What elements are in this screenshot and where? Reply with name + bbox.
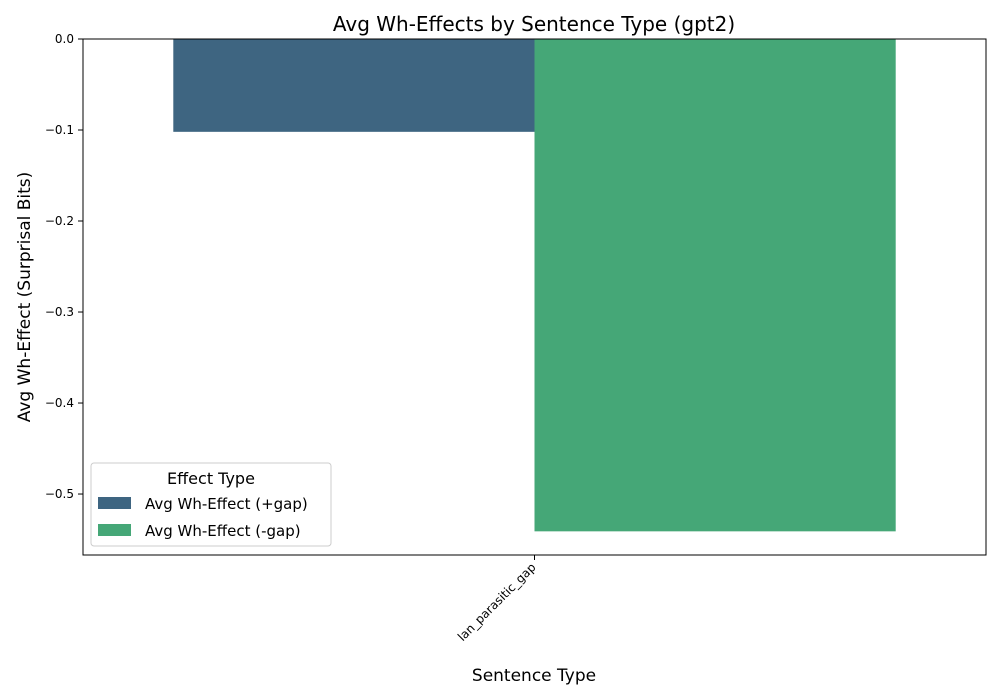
x-tick-label: lan_parasitic_gap: [455, 560, 539, 644]
legend: Effect Type Avg Wh-Effect (+gap) Avg Wh-…: [90, 462, 332, 547]
y-tick-label: −0.2: [45, 214, 74, 228]
legend-label-minus-gap: Avg Wh-Effect (-gap): [145, 522, 301, 540]
y-tick-label: −0.5: [45, 487, 74, 501]
y-tick-label: −0.4: [45, 396, 74, 410]
y-tick-label: −0.3: [45, 305, 74, 319]
y-tick-label: 0.0: [55, 32, 74, 46]
legend-swatch-plus-gap: [98, 497, 131, 509]
chart-title: Avg Wh-Effects by Sentence Type (gpt2): [333, 12, 735, 36]
legend-swatch-minus-gap: [98, 524, 131, 536]
x-axis: lan_parasitic_gap: [455, 555, 539, 644]
bar-series-0-lan_parasitic_gap: [173, 39, 535, 132]
bars-layer: [173, 39, 896, 532]
bar-series-1-lan_parasitic_gap: [534, 39, 896, 532]
legend-box: [90, 462, 332, 547]
legend-label-plus-gap: Avg Wh-Effect (+gap): [145, 495, 308, 513]
y-axis-label: Avg Wh-Effect (Surprisal Bits): [15, 172, 35, 423]
x-axis-label: Sentence Type: [472, 666, 596, 686]
y-tick-label: −0.1: [45, 123, 74, 137]
legend-title: Effect Type: [167, 469, 255, 488]
y-axis: 0.0 −0.1 −0.2 −0.3 −0.4 −0.5: [45, 32, 83, 501]
